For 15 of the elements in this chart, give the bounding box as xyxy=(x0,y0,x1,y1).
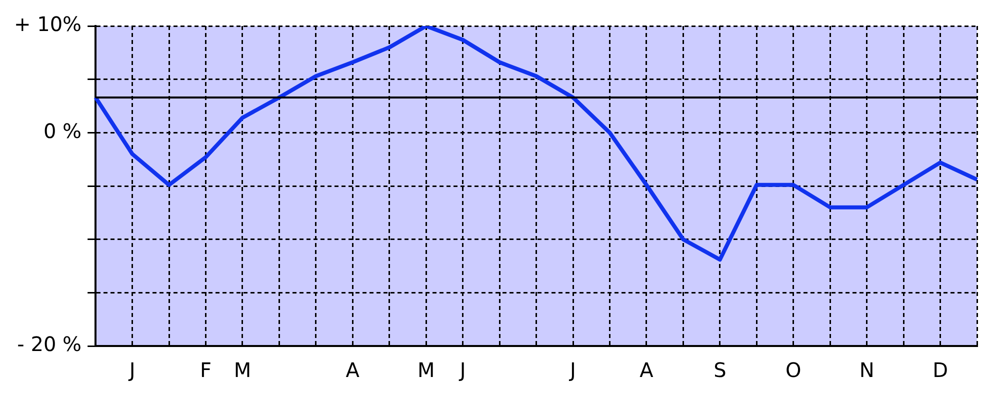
x-tick-label: A xyxy=(346,358,360,382)
x-tick-label: J xyxy=(458,358,466,382)
x-tick-label: F xyxy=(200,358,212,382)
x-tick-label: J xyxy=(568,358,576,382)
x-tick-label: S xyxy=(714,358,726,382)
y-tick-label: + 10% xyxy=(14,12,82,36)
x-tick-label: M xyxy=(417,358,435,382)
x-tick-label: J xyxy=(127,358,136,382)
y-tick-label: 0 % xyxy=(43,118,82,143)
x-tick-label: O xyxy=(785,358,802,382)
x-tick-label: M xyxy=(234,358,252,382)
y-tick-label: - 20 % xyxy=(17,332,82,356)
x-tick-label: N xyxy=(859,358,874,382)
x-tick-label: A xyxy=(640,358,654,382)
x-tick-label: D xyxy=(932,358,948,382)
